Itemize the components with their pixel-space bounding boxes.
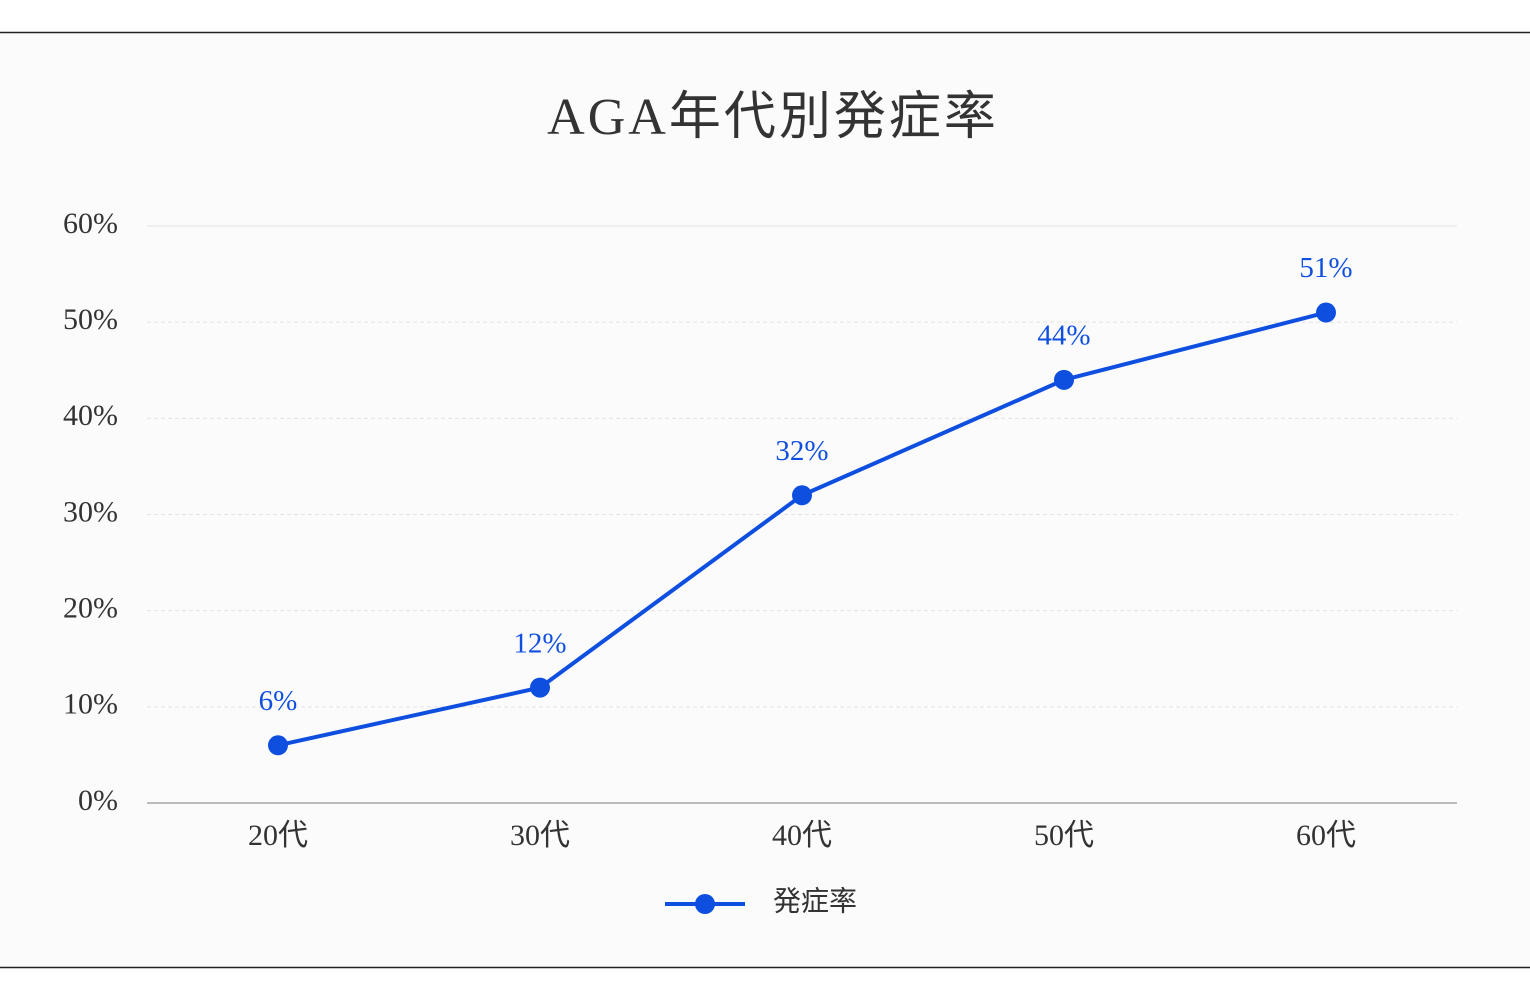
data-point <box>792 485 812 506</box>
x-tick-label: 40代 <box>772 819 832 852</box>
y-tick-label: 10% <box>63 688 118 721</box>
y-tick-label: 0% <box>78 784 118 817</box>
y-tick-label: 40% <box>63 399 118 432</box>
x-tick-label: 20代 <box>248 819 308 852</box>
x-tick-label: 60代 <box>1296 819 1356 852</box>
chart-background <box>0 33 1530 967</box>
data-point <box>1316 302 1336 323</box>
data-label: 44% <box>1037 320 1090 352</box>
y-tick-label: 50% <box>63 303 118 336</box>
legend-marker <box>695 894 715 914</box>
x-tick-label: 30代 <box>510 819 570 852</box>
data-label: 51% <box>1299 252 1352 284</box>
data-point <box>268 735 288 756</box>
y-tick-label: 20% <box>63 592 118 625</box>
data-point <box>1054 369 1074 390</box>
x-tick-label: 50代 <box>1034 819 1094 852</box>
data-label: 32% <box>775 435 828 467</box>
y-tick-label: 30% <box>63 495 118 528</box>
data-label: 6% <box>259 685 298 717</box>
y-tick-label: 60% <box>63 207 118 240</box>
chart-title: AGA年代別発症率 <box>547 89 999 146</box>
data-point <box>530 677 550 698</box>
legend-label: 発症率 <box>773 885 857 917</box>
data-label: 12% <box>513 627 566 659</box>
